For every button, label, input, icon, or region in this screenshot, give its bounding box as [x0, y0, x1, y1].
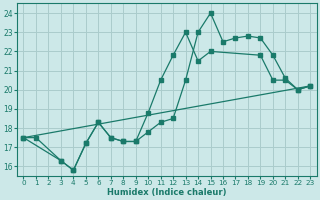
X-axis label: Humidex (Indice chaleur): Humidex (Indice chaleur): [107, 188, 227, 197]
